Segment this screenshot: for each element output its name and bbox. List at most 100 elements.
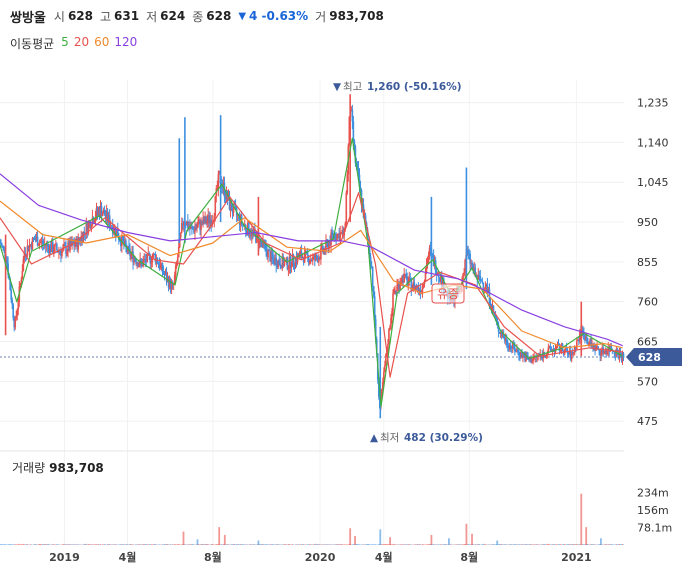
volume-bar — [146, 544, 148, 545]
volume-bars — [0, 493, 625, 545]
candle-body — [315, 255, 317, 261]
volume-bar — [6, 544, 8, 545]
volume-bar — [536, 544, 538, 545]
candle-body — [369, 256, 372, 266]
candle-body — [366, 229, 369, 240]
candle-body — [462, 273, 464, 282]
candle-body — [209, 219, 212, 224]
volume-bar — [333, 544, 335, 545]
ma-legend-5[interactable]: 5 — [61, 35, 69, 49]
volume-bar — [552, 544, 555, 545]
candle-body — [102, 210, 105, 214]
volume-bar — [7, 544, 9, 545]
volume-bar — [92, 544, 95, 545]
volume-bar — [446, 544, 448, 545]
volume-bar — [313, 544, 315, 545]
volume-bar — [558, 544, 561, 545]
y-tick-label: 475 — [637, 415, 658, 428]
candle-body — [97, 210, 100, 214]
volume-bar — [52, 544, 54, 545]
candle-body — [293, 264, 296, 266]
volume-bar — [21, 544, 23, 545]
candle-body — [424, 272, 427, 281]
candle-body — [344, 223, 347, 228]
volume-bar — [443, 544, 445, 545]
volume-bar — [309, 543, 311, 545]
candle-body — [608, 347, 611, 352]
volume-bar — [560, 544, 563, 545]
volume-bar — [469, 544, 471, 545]
candle-body — [583, 331, 585, 340]
candle-body — [176, 257, 179, 263]
volume-bar — [41, 544, 43, 545]
candle-body — [128, 246, 130, 249]
volume-bar — [127, 544, 129, 545]
volume-bar — [259, 544, 261, 545]
volume-bar — [138, 544, 140, 545]
candle-body — [311, 256, 314, 261]
ma-legend-120[interactable]: 120 — [114, 35, 138, 49]
candle-body — [31, 237, 34, 249]
volume-bar — [317, 544, 319, 545]
volume-bar — [425, 544, 428, 545]
volume-bar — [272, 543, 274, 545]
volume-bar — [301, 544, 303, 545]
volume-bar — [520, 544, 522, 545]
volume-bar — [294, 544, 297, 545]
volume-bar — [25, 544, 28, 545]
event-tag[interactable]: 유증 — [431, 283, 465, 304]
candle-body — [107, 215, 110, 222]
candle-body — [425, 265, 428, 273]
ma-legend-20[interactable]: 20 — [73, 35, 90, 49]
volume-bar — [222, 543, 225, 545]
volume-bar — [192, 543, 194, 545]
candle-body — [157, 263, 160, 265]
volume-spike — [182, 531, 185, 545]
volume-bar — [232, 543, 235, 545]
candle-body — [232, 204, 235, 213]
candle-body — [402, 275, 404, 282]
volume-bar — [485, 544, 488, 545]
volume-bar — [34, 543, 37, 545]
candle-body — [189, 226, 191, 229]
candle-body — [610, 346, 613, 350]
volume-bar — [582, 544, 584, 545]
candle-body — [599, 350, 601, 356]
candle-body — [123, 240, 125, 246]
candle-body — [137, 262, 139, 267]
volume-bar — [408, 543, 410, 545]
volume-bar — [264, 544, 266, 545]
candle-body — [198, 220, 200, 225]
candle-body — [374, 319, 377, 340]
candle-body — [548, 346, 551, 348]
volume-bar — [510, 544, 512, 545]
candle-body — [346, 174, 349, 193]
volume-bar — [276, 544, 278, 545]
ma-legend-title[interactable]: 이동평균 — [10, 37, 55, 51]
candle-body — [515, 351, 517, 353]
candle-body — [512, 343, 514, 349]
candle-body — [388, 329, 390, 345]
volume-bar — [277, 544, 279, 545]
candle-body — [62, 247, 64, 251]
candle-body — [164, 273, 167, 275]
volume-bar — [604, 544, 606, 545]
x-tick-label: 4월 — [119, 550, 137, 564]
volume-bar — [102, 544, 105, 545]
candle-body — [306, 251, 309, 256]
candle-body — [541, 354, 544, 359]
volume-bar — [347, 544, 349, 545]
ma-legend-60[interactable]: 60 — [94, 35, 110, 49]
volume-bar — [204, 544, 206, 545]
volume-bar — [144, 544, 146, 545]
candle-body — [566, 350, 569, 354]
volume-bar — [433, 544, 435, 545]
volume-bar — [63, 543, 65, 545]
candle-body — [614, 354, 617, 356]
candle-body — [151, 257, 154, 263]
candle-body — [335, 239, 337, 241]
volume-bar — [87, 543, 89, 545]
volume-bar — [29, 544, 32, 545]
candle-body — [130, 253, 132, 256]
